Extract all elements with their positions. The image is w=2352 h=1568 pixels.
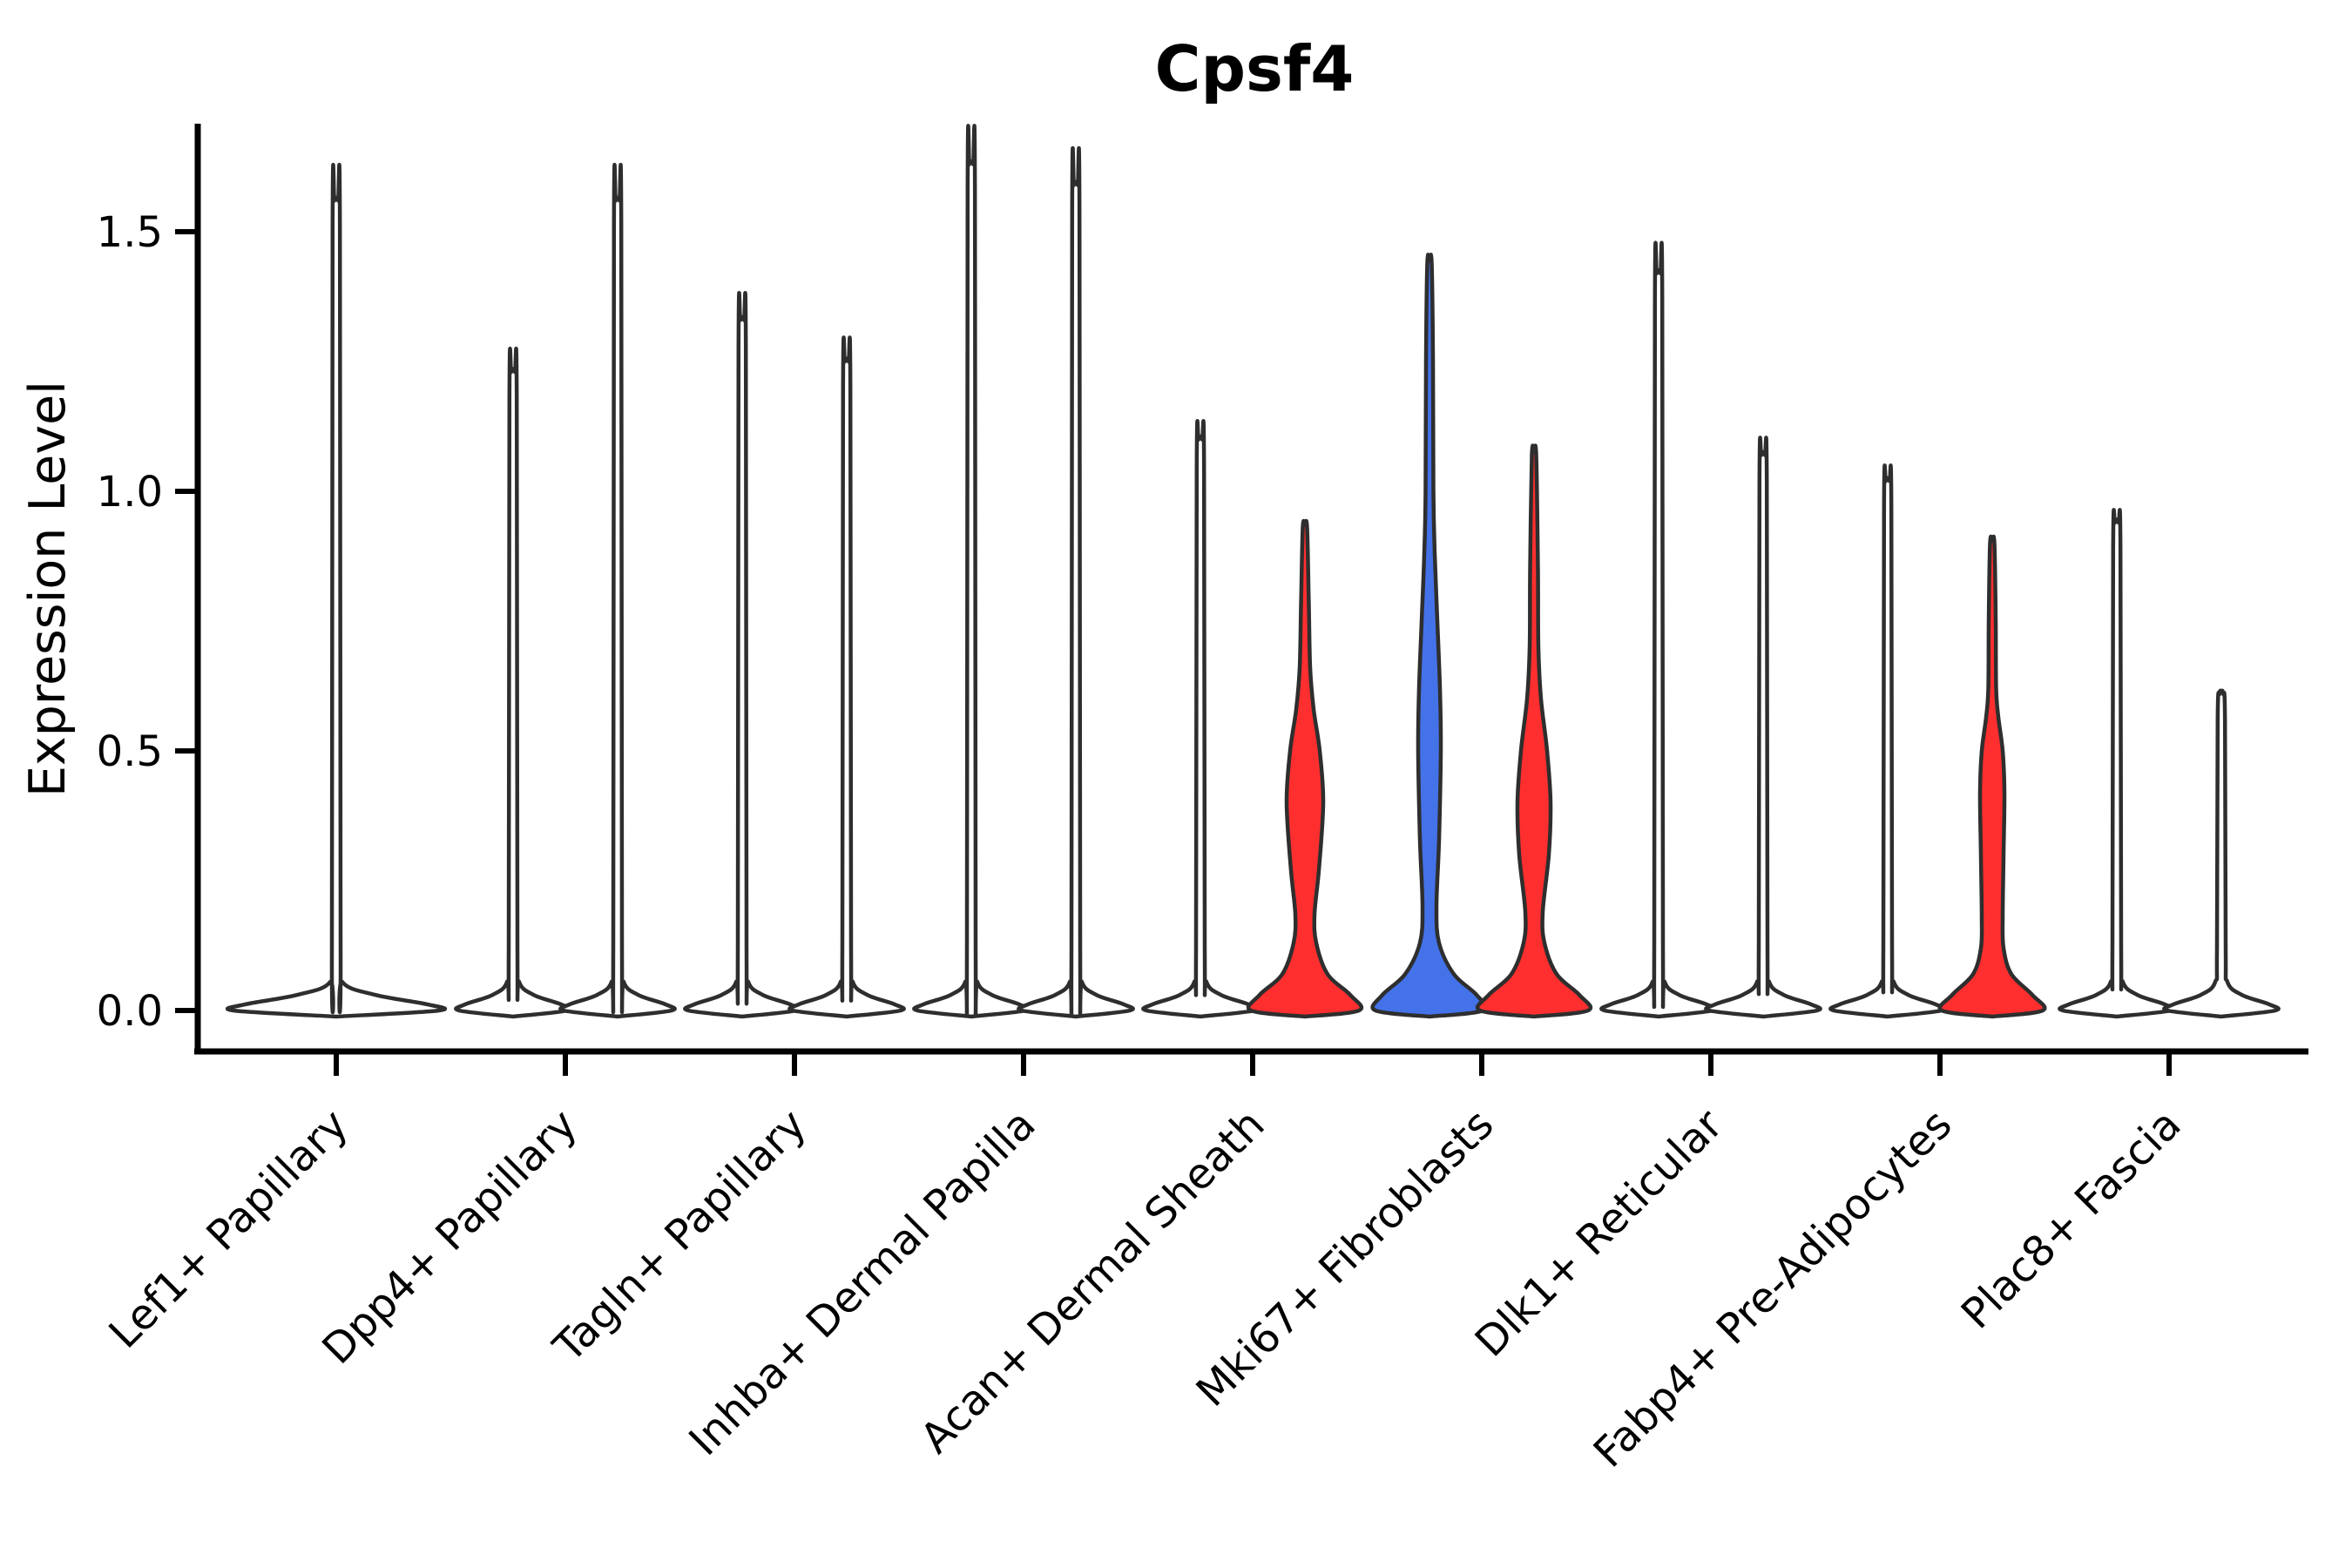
violin-red bbox=[1937, 534, 2047, 1019]
violins-layer bbox=[225, 124, 2281, 1019]
violin-plain bbox=[1017, 145, 1135, 1019]
y-tick-label: 0.5 bbox=[97, 727, 163, 776]
violin-plain bbox=[558, 163, 677, 1019]
violin-blue bbox=[1370, 253, 1489, 1019]
violin-plain bbox=[912, 124, 1031, 1019]
y-tick-label: 1.5 bbox=[97, 208, 163, 257]
violin-plain bbox=[1141, 419, 1260, 1019]
violin-plain bbox=[2058, 508, 2176, 1019]
violin-red bbox=[1475, 443, 1593, 1019]
violin-plain bbox=[1599, 240, 1718, 1019]
x-tick-label: Plac8+ Fascia bbox=[1952, 1100, 2191, 1339]
x-tick-label: Lef1+ Papillary bbox=[100, 1100, 358, 1358]
violin-plain bbox=[2162, 688, 2281, 1019]
y-axis-label: Expression Level bbox=[19, 381, 77, 797]
chart-title: Cpsf4 bbox=[1155, 32, 1355, 105]
y-tick-label: 0.0 bbox=[97, 987, 163, 1036]
x-tick-label: Tagln+ Papillary bbox=[544, 1100, 815, 1372]
violin-plain bbox=[225, 163, 448, 1019]
violin-plain bbox=[454, 346, 572, 1019]
violin-plain bbox=[1704, 436, 1822, 1019]
x-tick-label: Dpp4+ Papillary bbox=[313, 1100, 586, 1374]
x-tick-label: Dlk1+ Reticular bbox=[1466, 1100, 1733, 1367]
violin-plain bbox=[683, 291, 801, 1019]
violin-red bbox=[1246, 518, 1364, 1019]
violin-plain bbox=[787, 335, 906, 1019]
y-tick-label: 1.0 bbox=[97, 468, 163, 517]
violin-plain bbox=[1828, 463, 1947, 1019]
